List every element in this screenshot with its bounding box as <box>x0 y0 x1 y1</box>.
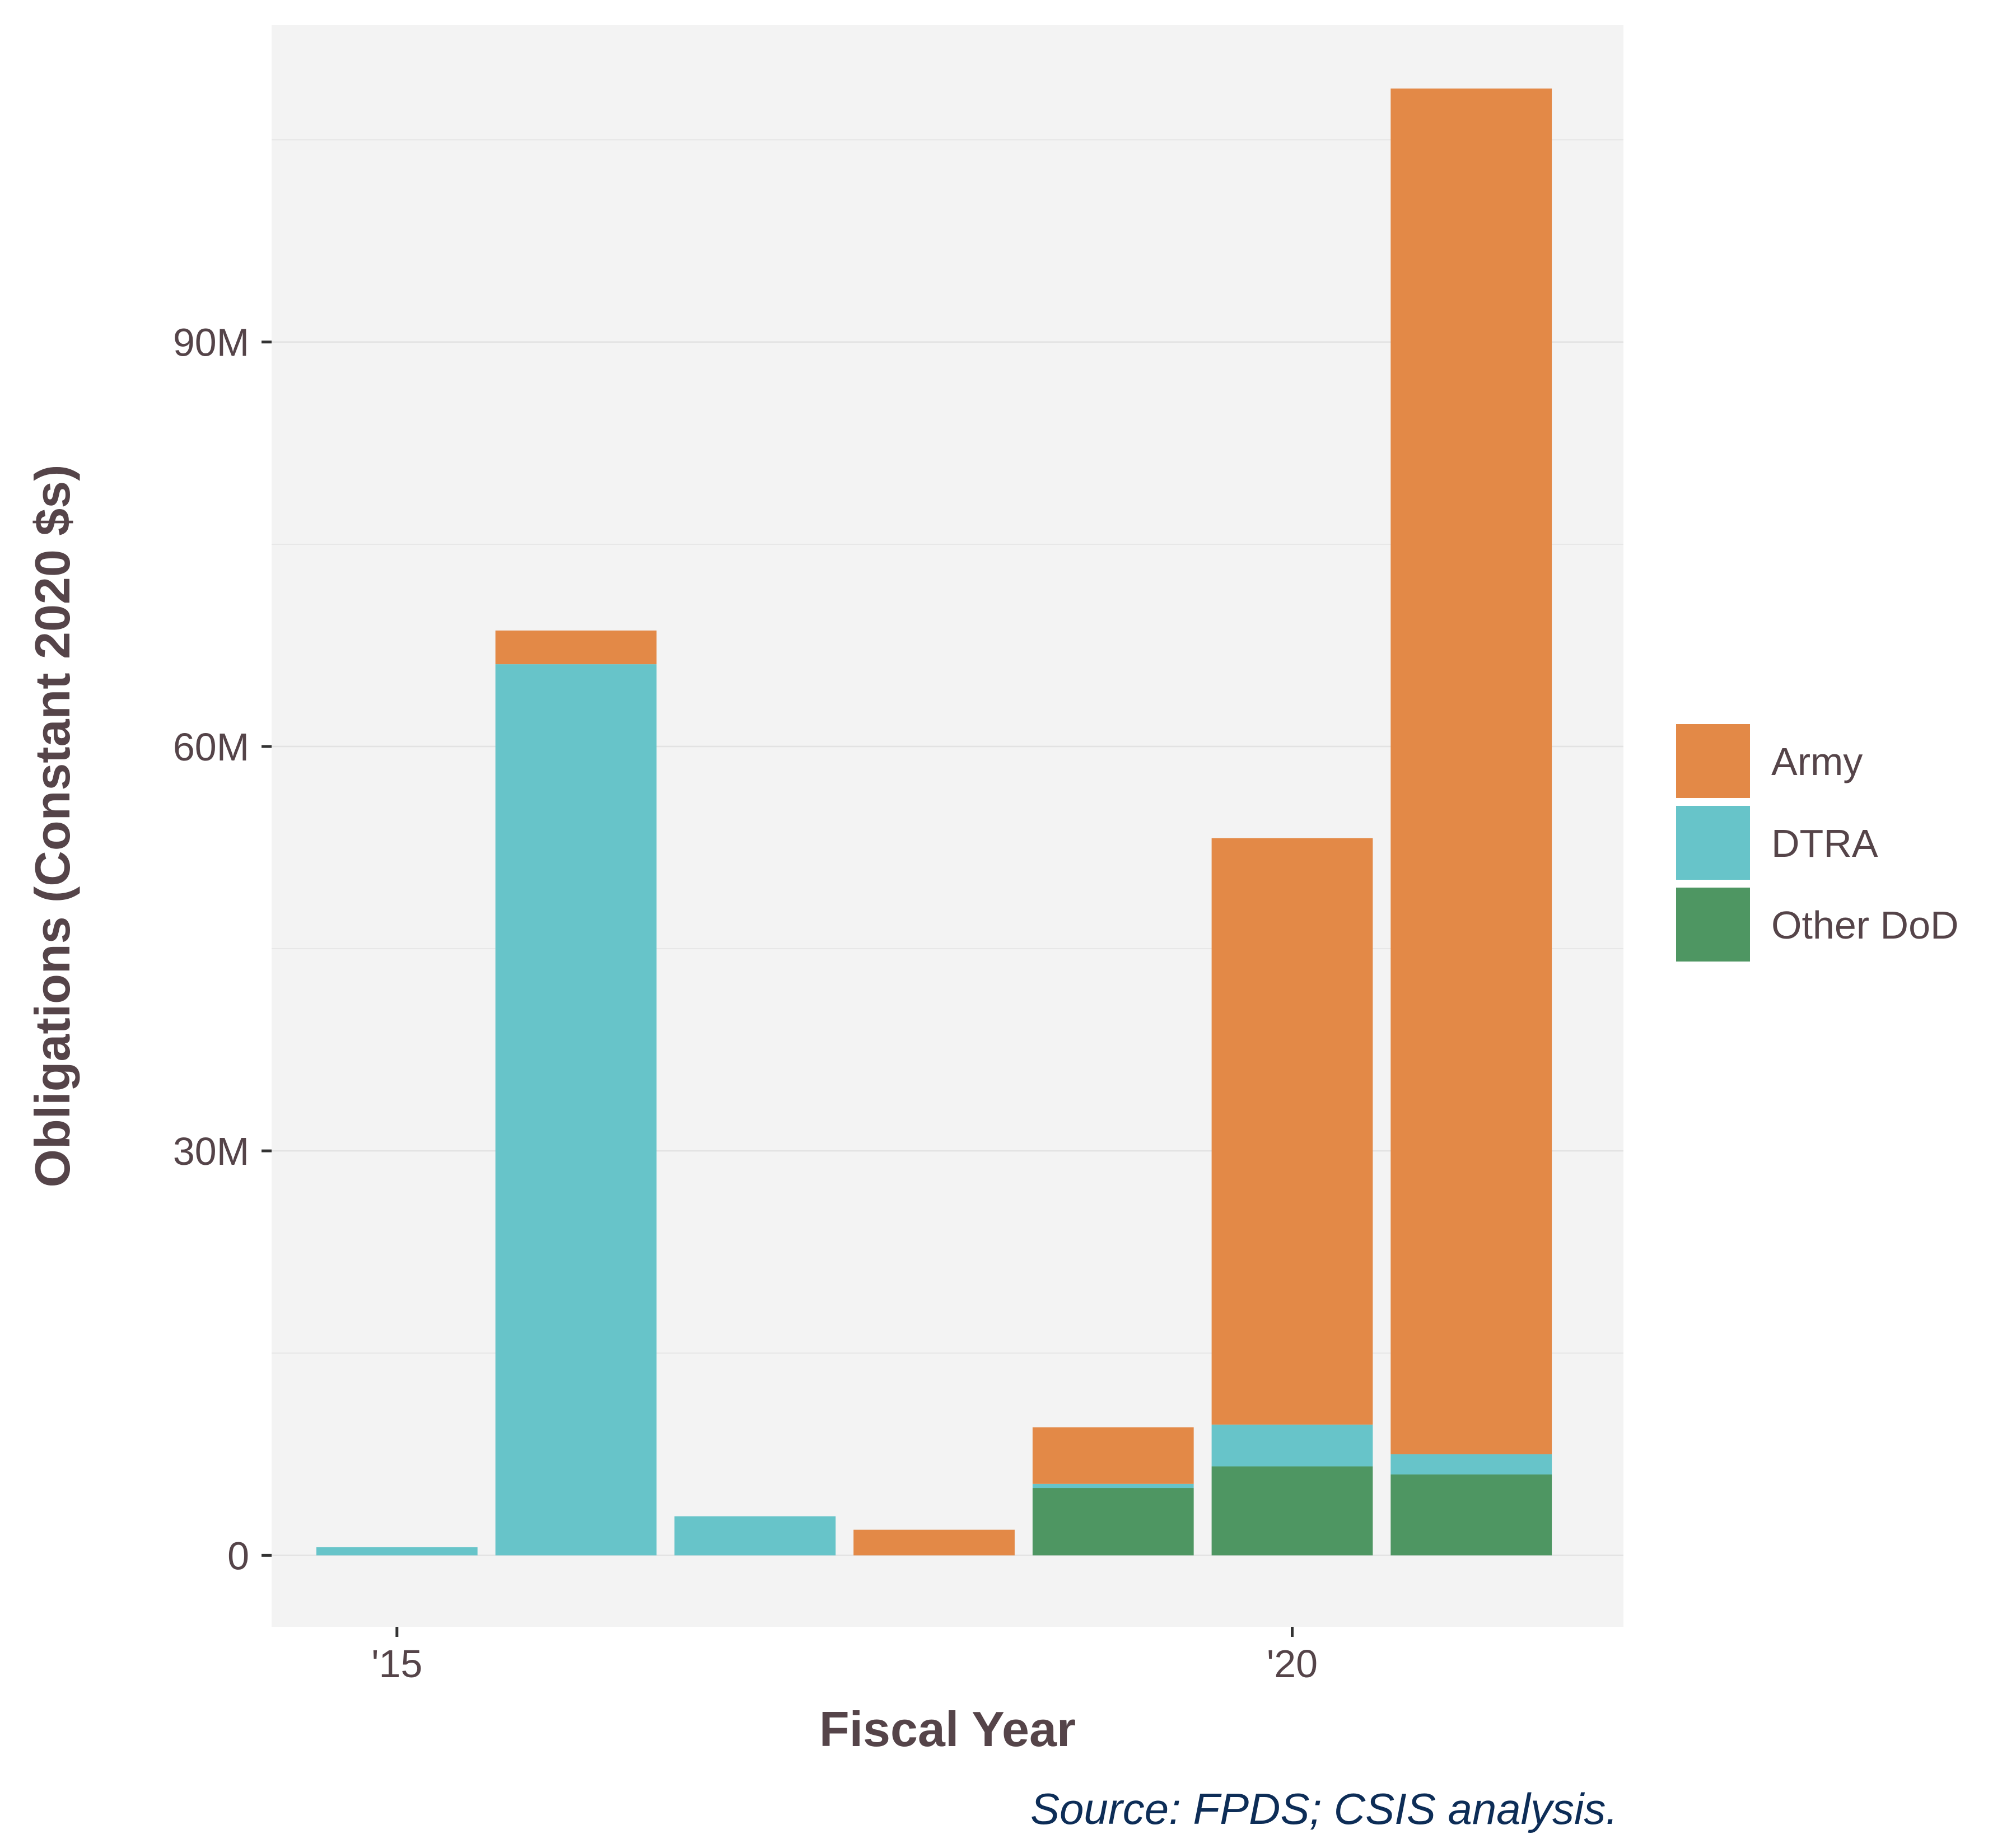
bar-dtra-2015 <box>316 1547 478 1556</box>
bar-army-2019 <box>1032 1427 1194 1484</box>
y-axis-title: Obligations (Constant 2020 $s) <box>25 465 80 1188</box>
legend-key-dtra <box>1673 802 1753 883</box>
bars <box>316 88 1552 1556</box>
y-tick-label: 90M <box>173 321 249 365</box>
bar-army-2016 <box>495 630 657 665</box>
x-tick-label: '20 <box>1267 1642 1318 1686</box>
bar-dtra-2017 <box>674 1516 836 1556</box>
bar-dtra-2021 <box>1390 1454 1552 1474</box>
source-note: Source: FPDS; CSIS analysis. <box>1030 1784 1618 1833</box>
bar-other-dod-2021 <box>1390 1474 1552 1556</box>
bar-army-2018 <box>853 1529 1015 1556</box>
bar-dtra-2019 <box>1032 1483 1194 1488</box>
x-tick-label: '15 <box>371 1642 422 1686</box>
legend: Army DTRA Other DoD <box>1673 721 1959 965</box>
x-axis-title: Fiscal Year <box>819 1701 1076 1757</box>
x-axis: '15 '20 <box>371 1627 1318 1686</box>
y-axis: 0 30M 60M 90M <box>173 321 272 1578</box>
bar-army-2020 <box>1211 838 1373 1425</box>
legend-label: Army <box>1771 740 1863 783</box>
y-tick-label: 30M <box>173 1130 249 1173</box>
legend-key-army <box>1673 721 1753 801</box>
bar-other-dod-2020 <box>1211 1466 1373 1556</box>
legend-key-other-dod <box>1673 884 1753 965</box>
legend-label: Other DoD <box>1771 903 1959 947</box>
bar-army-2021 <box>1390 88 1552 1454</box>
legend-label: DTRA <box>1771 822 1878 865</box>
bar-other-dod-2019 <box>1032 1488 1194 1556</box>
y-tick-label: 60M <box>173 725 249 769</box>
bar-dtra-2016 <box>495 664 657 1556</box>
bar-dtra-2020 <box>1211 1424 1373 1467</box>
y-tick-label: 0 <box>227 1534 249 1578</box>
